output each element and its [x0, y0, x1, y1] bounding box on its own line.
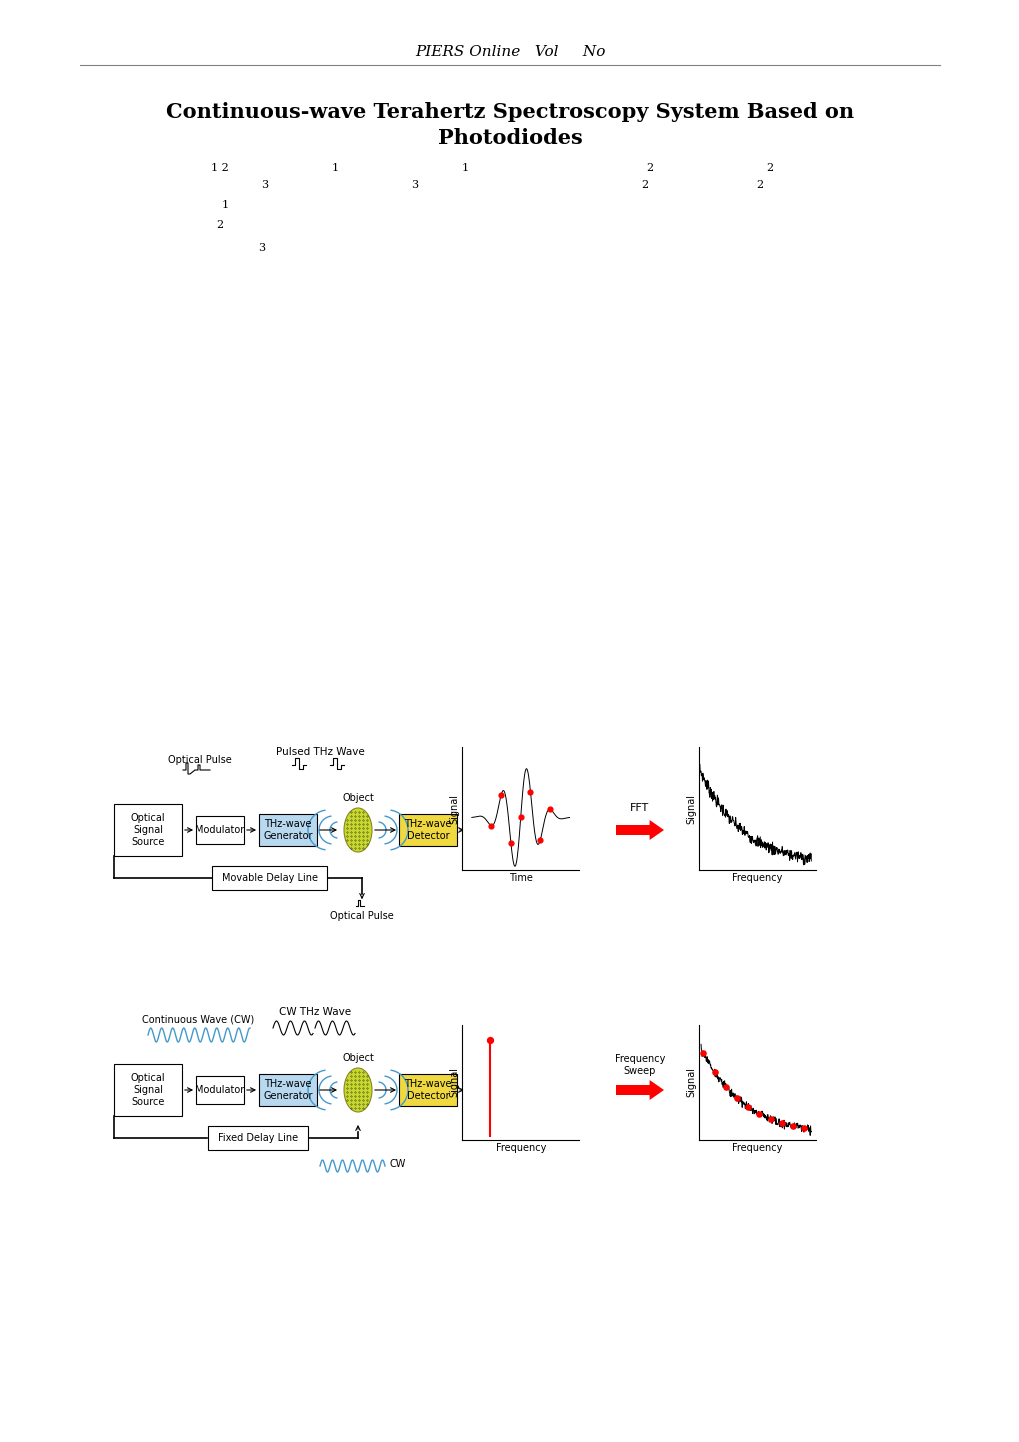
Text: 1: 1	[461, 163, 468, 173]
Text: Movable Delay Line: Movable Delay Line	[222, 872, 318, 883]
Text: Optical
Signal
Source: Optical Signal Source	[130, 813, 165, 846]
Text: Optical Pulse: Optical Pulse	[330, 911, 393, 921]
X-axis label: Frequency: Frequency	[495, 1142, 545, 1152]
Text: 2: 2	[765, 163, 772, 173]
FancyBboxPatch shape	[196, 816, 244, 844]
Text: Photodiodes: Photodiodes	[437, 128, 582, 149]
Y-axis label: Signal: Signal	[448, 793, 459, 823]
Point	[502, 832, 519, 855]
FancyBboxPatch shape	[259, 813, 317, 846]
Y-axis label: Signal: Signal	[448, 1067, 459, 1097]
Text: THz-wave
Generator: THz-wave Generator	[263, 1079, 313, 1100]
Point	[483, 815, 499, 838]
Text: 2: 2	[216, 221, 223, 231]
Text: PIERS Online   Vol     No: PIERS Online Vol No	[415, 45, 604, 59]
Text: THz-wave
Detector: THz-wave Detector	[404, 1079, 451, 1100]
Y-axis label: Signal: Signal	[685, 793, 695, 823]
X-axis label: Frequency: Frequency	[732, 872, 782, 883]
Text: 1: 1	[331, 163, 338, 173]
Y-axis label: Signal: Signal	[685, 1067, 695, 1097]
Text: Signal: Signal	[470, 1084, 499, 1094]
FancyBboxPatch shape	[259, 1074, 317, 1106]
Polygon shape	[615, 820, 663, 841]
Point	[541, 797, 557, 820]
FancyBboxPatch shape	[114, 1064, 181, 1116]
Text: THz-wave
Generator: THz-wave Generator	[263, 819, 313, 841]
Point	[522, 780, 538, 803]
Text: Modulator: Modulator	[196, 825, 245, 835]
Text: 2: 2	[646, 163, 653, 173]
Text: Object: Object	[341, 793, 374, 803]
Text: Optical Pulse: Optical Pulse	[168, 756, 231, 766]
Text: THz-wave
Detector: THz-wave Detector	[404, 819, 451, 841]
Point	[492, 783, 508, 806]
Text: Pulsed THz Wave: Pulsed THz Wave	[275, 747, 364, 757]
Text: Signal: Signal	[470, 825, 499, 835]
Text: Fixed Delay Line: Fixed Delay Line	[218, 1133, 298, 1144]
Text: Continuous Wave (CW): Continuous Wave (CW)	[142, 1015, 254, 1025]
Text: 1: 1	[221, 200, 228, 211]
Polygon shape	[615, 1080, 663, 1100]
FancyBboxPatch shape	[398, 813, 457, 846]
Text: Object: Object	[341, 1053, 374, 1063]
Text: 3: 3	[411, 180, 418, 190]
Point	[751, 1102, 767, 1125]
Text: Modulator: Modulator	[196, 1084, 245, 1094]
Text: Frequency
Sweep: Frequency Sweep	[614, 1054, 664, 1076]
Point	[740, 1096, 756, 1119]
Point	[706, 1061, 722, 1084]
Text: 2: 2	[641, 180, 648, 190]
Point	[695, 1041, 711, 1064]
FancyBboxPatch shape	[196, 1076, 244, 1105]
Text: 3: 3	[261, 180, 268, 190]
Text: Continuous-wave Terahertz Spectroscopy System Based on: Continuous-wave Terahertz Spectroscopy S…	[166, 102, 853, 123]
FancyBboxPatch shape	[398, 1074, 457, 1106]
Point	[532, 829, 548, 852]
Point	[729, 1087, 745, 1110]
Text: CW: CW	[389, 1159, 406, 1169]
Point	[762, 1107, 779, 1131]
Text: 2: 2	[756, 180, 763, 190]
FancyBboxPatch shape	[212, 867, 327, 890]
Point	[785, 1115, 801, 1138]
Point	[717, 1076, 734, 1099]
Text: 1 2: 1 2	[211, 163, 228, 173]
Text: Optical
Signal
Source: Optical Signal Source	[130, 1073, 165, 1106]
Point	[513, 806, 529, 829]
FancyBboxPatch shape	[114, 805, 181, 857]
Text: FFT: FFT	[630, 803, 649, 813]
Point	[773, 1112, 790, 1135]
Text: 3: 3	[258, 244, 265, 252]
Point	[482, 1028, 498, 1051]
Point	[796, 1118, 812, 1141]
FancyBboxPatch shape	[208, 1126, 308, 1151]
Ellipse shape	[343, 808, 372, 852]
X-axis label: Time: Time	[508, 872, 532, 883]
Text: CW THz Wave: CW THz Wave	[278, 1007, 351, 1017]
X-axis label: Frequency: Frequency	[732, 1142, 782, 1152]
Ellipse shape	[343, 1069, 372, 1112]
